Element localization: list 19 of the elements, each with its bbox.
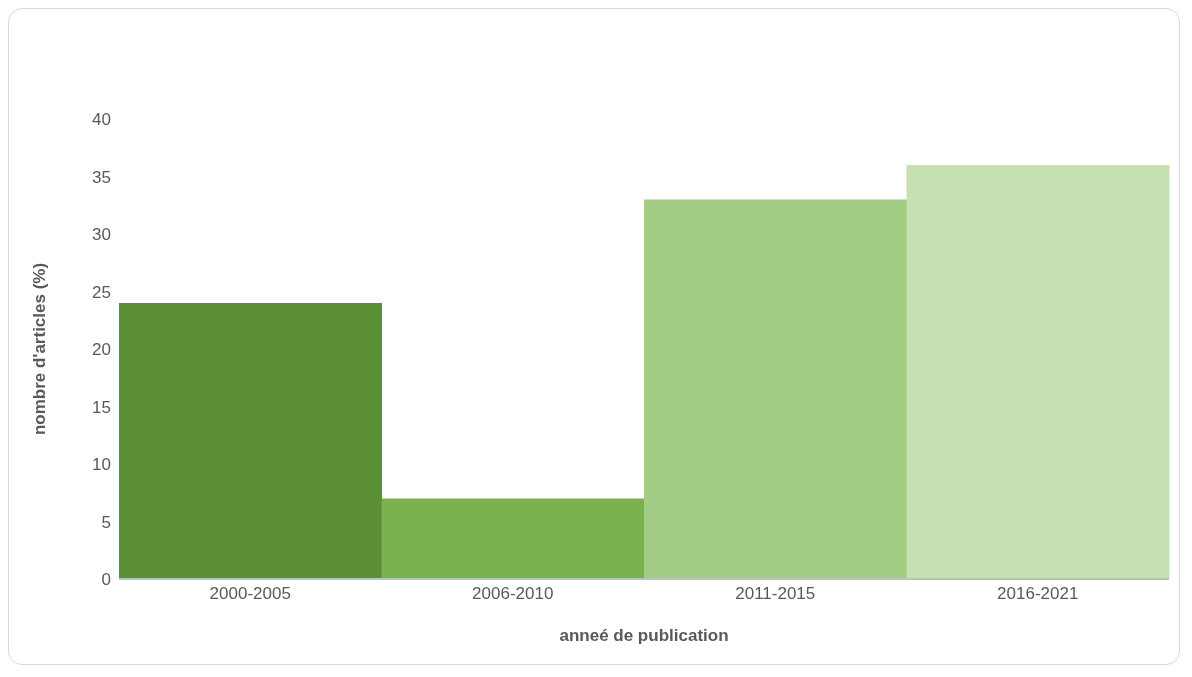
x-tick-label: 2011-2015	[735, 584, 816, 604]
y-tick-label: 0	[101, 570, 111, 590]
x-tick-label: 2000-2005	[209, 584, 291, 604]
bar	[119, 303, 382, 579]
y-tick-label: 5	[101, 512, 111, 532]
x-tick-label: 2006-2010	[472, 584, 554, 604]
y-tick-label: 20	[92, 340, 111, 360]
bar	[906, 165, 1170, 579]
y-tick-label: 25	[92, 282, 111, 302]
y-tick-label: 35	[92, 167, 111, 187]
y-tick-label: 30	[92, 225, 111, 245]
bar	[381, 498, 645, 579]
x-tick-label: 2016-2021	[997, 584, 1079, 604]
y-tick-label: 40	[92, 110, 111, 130]
y-tick-label: 15	[92, 397, 111, 417]
y-tick-label: 10	[92, 455, 111, 475]
y-axis-title: nombre d'articles (%)	[30, 262, 50, 436]
x-axis-title: anneé de publication	[559, 626, 729, 645]
bar	[644, 199, 907, 579]
